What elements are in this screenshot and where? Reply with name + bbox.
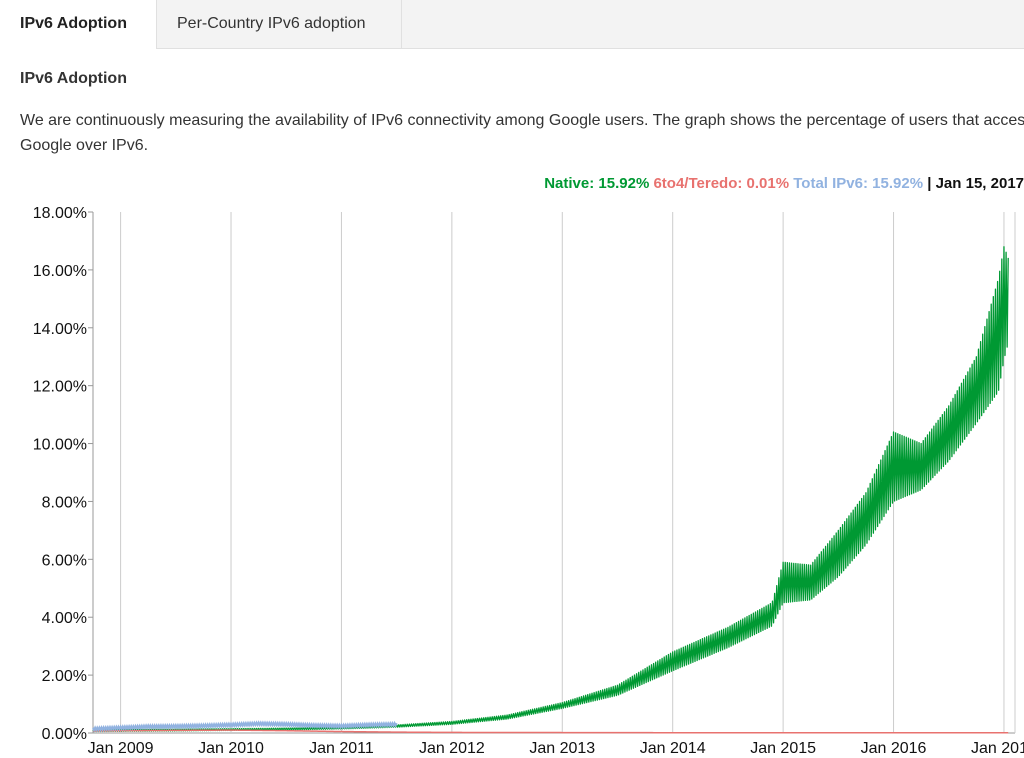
description-text: We are continuously measuring the availa… <box>20 112 1024 154</box>
y-tick-label: 12.00% <box>33 379 87 396</box>
section-title: IPv6 Adoption <box>20 70 127 87</box>
x-tick-label: Jan 2016 <box>861 740 927 757</box>
series-layer <box>92 246 1009 734</box>
tab-per-country-ipv6-adoption[interactable]: Per-Country IPv6 adoption <box>157 0 402 48</box>
x-tick-label: Jan 2012 <box>419 740 485 757</box>
legend-total-label: Total IPv6: <box>793 175 868 192</box>
y-tick-label: 10.00% <box>33 437 87 454</box>
chart-legend: Native: 15.92% 6to4/Teredo: 0.01% Total … <box>544 175 1024 192</box>
y-tick-label: 6.00% <box>42 552 87 569</box>
legend-teredo-value: 0.01% <box>746 175 790 192</box>
y-tick-label: 18.00% <box>33 205 87 222</box>
legend-date: Jan 15, 2017 <box>935 175 1024 192</box>
x-tick-label: Jan 2011 <box>309 740 374 757</box>
legend-teredo-label: 6to4/Teredo: <box>653 175 743 192</box>
legend-native-value: 15.92% <box>598 175 650 192</box>
y-tick-label: 0.00% <box>42 726 87 743</box>
x-tick-label: Jan 2010 <box>198 740 264 757</box>
legend-total-value: 15.92% <box>872 175 924 192</box>
y-tick-label: 2.00% <box>42 668 87 685</box>
y-tick-label: 14.00% <box>33 321 87 338</box>
legend-separator: | <box>927 175 932 192</box>
tab-bar: IPv6 Adoption Per-Country IPv6 adoption <box>0 0 1024 49</box>
tick-layer: Jan 2009 Jan 2010 Jan 2011 Jan 2012 Jan 2013… <box>33 205 1024 757</box>
x-tick-label: Jan 2015 <box>750 740 816 757</box>
tab-ipv6-adoption[interactable]: IPv6 Adoption <box>0 0 157 49</box>
series-line-native <box>92 246 1009 733</box>
y-tick-label: 4.00% <box>42 610 87 627</box>
x-tick-label: Jan 2017 <box>971 740 1024 757</box>
series-line-6to4-teredo <box>92 729 1009 734</box>
x-tick-label: Jan 2009 <box>88 740 154 757</box>
legend-native-label: Native: <box>544 175 595 192</box>
x-tick-label: Jan 2014 <box>640 740 706 757</box>
y-tick-label: 8.00% <box>42 494 87 511</box>
x-tick-label: Jan 2013 <box>529 740 595 757</box>
ipv6-adoption-chart[interactable]: Jan 2009 Jan 2010 Jan 2011 Jan 2012 Jan 2013… <box>0 195 1024 758</box>
y-tick-label: 16.00% <box>33 263 87 280</box>
series-line-total-ipv6 <box>92 720 398 733</box>
